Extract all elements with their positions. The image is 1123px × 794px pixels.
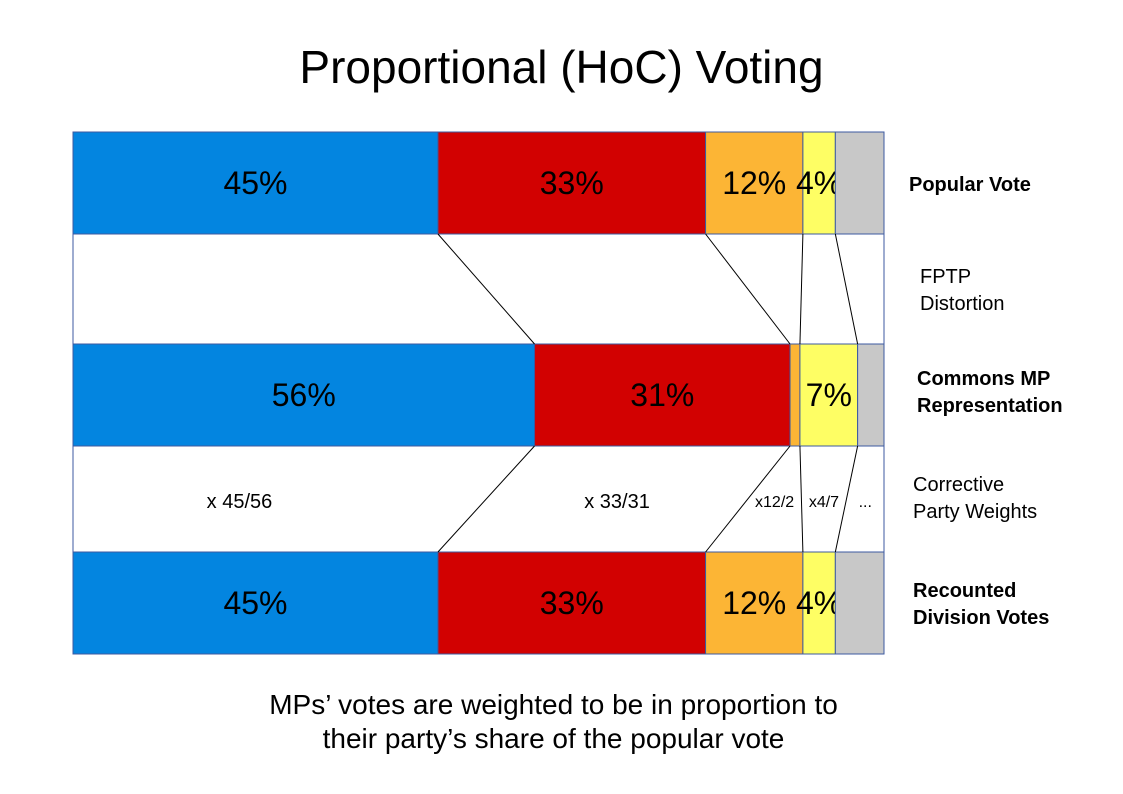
recounted-value-party1: 45% <box>223 585 287 621</box>
commons-segment-party1 <box>72 343 536 447</box>
popular-value-party2: 33% <box>540 165 604 201</box>
recounted-votes-label: Recounted Division Votes <box>913 578 1049 632</box>
caption-line-2: their party’s share of the popular vote <box>322 723 785 754</box>
recounted-value-party2: 33% <box>540 585 604 621</box>
corrective-weights-label-line-2: Party Weights <box>913 501 1038 523</box>
weight-annotation: x12/2 <box>755 494 794 511</box>
fptp-connector <box>799 233 804 345</box>
recounted-votes-label-line-2: Division Votes <box>913 607 1050 629</box>
popular-value-party1: 45% <box>223 165 287 201</box>
recounted-value-party4: 4% <box>796 585 842 621</box>
diagram-title: Proportional (HoC) Voting <box>299 41 824 93</box>
commons-value-party4: 7% <box>806 377 852 413</box>
commons-value-party1: 56% <box>272 377 336 413</box>
fptp-connector <box>437 233 535 345</box>
fptp-connector <box>834 233 859 345</box>
recounted-segment-party2 <box>437 551 707 655</box>
weights-connector <box>834 445 859 553</box>
popular-segment-party1 <box>72 131 439 235</box>
weights-connector <box>437 445 535 553</box>
popular-value-party3: 12% <box>722 165 786 201</box>
fptp-connector <box>705 233 791 345</box>
recounted-segment-party4 <box>802 551 836 655</box>
weight-annotation: ... <box>859 494 872 511</box>
popular-segment-party2 <box>437 131 707 235</box>
recounted-segment-party1 <box>72 551 439 655</box>
weights-connector <box>705 445 791 553</box>
fptp-distortion-label-line-2: Distortion <box>920 293 1005 315</box>
weight-annotation: x 45/56 <box>207 491 273 513</box>
popular-value-party4: 4% <box>796 165 842 201</box>
corrective-weights-label-line-1: Corrective <box>913 474 1005 496</box>
recounted-segment-other <box>834 551 885 655</box>
popular-vote-label-line: Popular Vote <box>909 174 1031 196</box>
caption-line-1: MPs’ votes are weighted to be in proport… <box>269 689 838 720</box>
corrective-weights-label: Corrective Party Weights <box>913 472 1037 526</box>
gap-frame-fptp <box>72 233 885 345</box>
caption: MPs’ votes are weighted to be in proport… <box>0 688 1107 756</box>
recounted-value-party3: 12% <box>722 585 786 621</box>
weight-annotation: x 33/31 <box>584 491 650 513</box>
commons-segment-party3 <box>789 343 801 447</box>
weight-annotation: x4/7 <box>809 494 839 511</box>
commons-mp-label: Commons MP Representation <box>917 366 1063 420</box>
commons-segment-party4 <box>799 343 859 447</box>
popular-segment-party3 <box>705 131 804 235</box>
popular-vote-label: Popular Vote <box>909 172 1031 199</box>
fptp-distortion-label: FPTP Distortion <box>920 264 1004 318</box>
recounted-segment-party3 <box>705 551 804 655</box>
popular-segment-other <box>834 131 885 235</box>
recounted-votes-label-line-1: Recounted <box>913 580 1017 602</box>
weights-connector <box>799 445 804 553</box>
commons-value-party2: 31% <box>630 377 694 413</box>
commons-mp-label-line-2: Representation <box>917 395 1063 417</box>
commons-segment-other <box>857 343 885 447</box>
fptp-distortion-label-line-1: FPTP <box>920 266 972 288</box>
commons-mp-label-line-1: Commons MP <box>917 368 1051 390</box>
popular-segment-party4 <box>802 131 836 235</box>
commons-segment-party2 <box>534 343 791 447</box>
